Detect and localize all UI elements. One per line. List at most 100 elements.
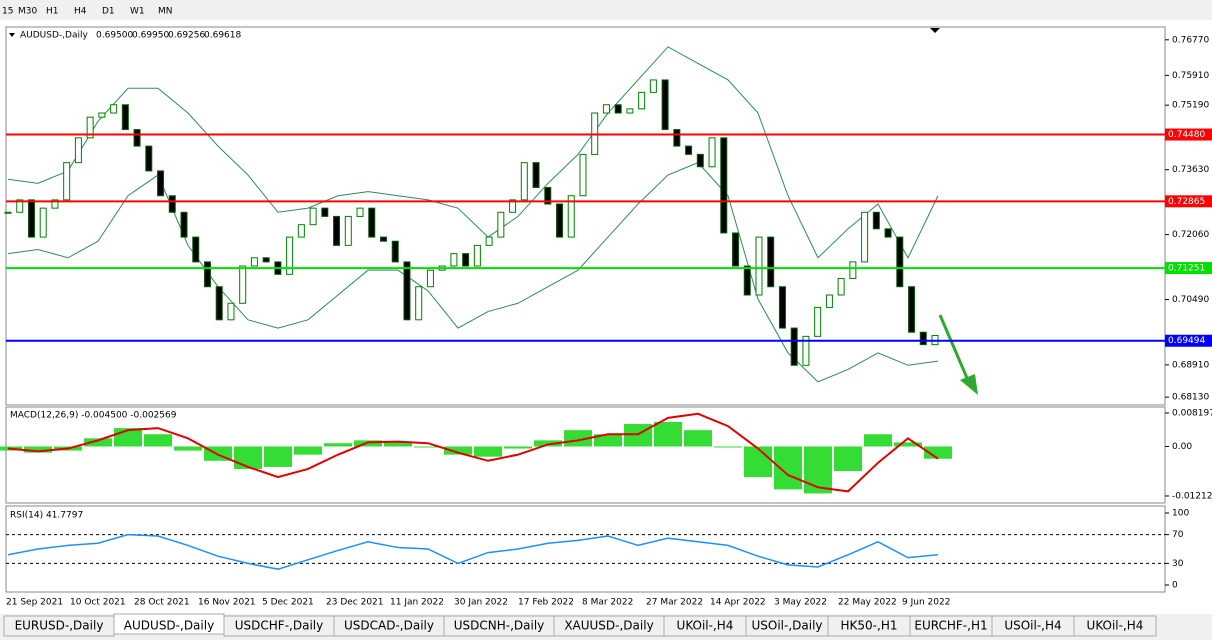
timeframe-button[interactable]: D1	[102, 7, 115, 17]
macd-bar	[294, 446, 322, 455]
price-tick-label: 0.75190	[1172, 101, 1209, 111]
candle	[462, 253, 470, 267]
candle	[110, 104, 118, 114]
date-label: 28 Oct 2021	[134, 598, 190, 608]
candle	[473, 244, 481, 267]
candle	[579, 153, 587, 197]
macd-tick-label: -0.012121	[1172, 491, 1212, 501]
candle	[556, 203, 564, 238]
timeframe-button[interactable]: MN	[158, 7, 173, 17]
candle	[133, 129, 141, 147]
candle	[767, 236, 775, 288]
candle	[790, 327, 798, 366]
ohlc-value: 0.69618	[204, 31, 241, 41]
chart-title: AUDUSD-,Daily	[20, 31, 88, 41]
timeframe-button[interactable]: M30	[18, 7, 37, 17]
main-pane	[5, 26, 1166, 406]
macd-bar	[924, 446, 952, 459]
timeframe-button[interactable]: H4	[74, 7, 87, 17]
date-label: 10 Oct 2021	[70, 598, 126, 608]
candle	[485, 236, 493, 246]
candle	[814, 306, 822, 337]
macd-bar	[714, 446, 742, 448]
macd-bar	[24, 446, 52, 453]
date-label: 11 Jan 2022	[390, 598, 444, 608]
tab-label[interactable]: HK50-,H1	[841, 619, 898, 633]
date-label: 3 May 2022	[774, 598, 827, 608]
tab-label[interactable]: USOil-,Daily	[751, 619, 822, 633]
date-label: 8 Mar 2022	[582, 598, 633, 608]
candle	[720, 137, 728, 234]
candle	[861, 211, 869, 263]
candle	[602, 104, 610, 114]
bollinger-band	[7, 46, 939, 259]
rsi-tick-label: 100	[1172, 508, 1189, 518]
macd-bar	[234, 446, 262, 469]
tab-label[interactable]: XAUUSD-,Daily	[564, 619, 653, 633]
price-tick-label: 0.68130	[1172, 393, 1209, 403]
tab-label[interactable]: EURUSD-,Daily	[15, 619, 104, 633]
candle	[321, 207, 329, 217]
candle	[614, 104, 622, 114]
macd-bar	[84, 438, 112, 447]
candle	[532, 162, 540, 188]
macd-tick-label: 0.00	[1172, 442, 1192, 452]
macd-signal	[7, 412, 939, 493]
candle	[837, 277, 845, 296]
candle	[51, 199, 59, 209]
candle	[415, 286, 423, 321]
tab[interactable]	[1073, 615, 1157, 637]
level-label: 0.69494	[1168, 336, 1205, 346]
candle	[391, 240, 399, 263]
tab-label[interactable]: USDCNH-,Daily	[454, 619, 545, 633]
timeframe-button[interactable]: H1	[46, 7, 59, 17]
candle	[227, 302, 235, 321]
candle	[802, 335, 810, 366]
bollinger-band	[7, 162, 939, 383]
date-label: 21 Sep 2021	[6, 598, 63, 608]
candle	[63, 162, 71, 201]
tab-label[interactable]: USDCHF-,Daily	[235, 619, 323, 633]
candle	[685, 145, 693, 155]
candle	[297, 224, 305, 238]
candle	[638, 91, 646, 110]
macd-bar	[774, 446, 802, 490]
tab-label[interactable]: USDCAD-,Daily	[344, 619, 434, 633]
timeframe-button[interactable]: W1	[130, 7, 145, 17]
candle	[180, 211, 188, 238]
timeframe-button[interactable]: 15	[2, 7, 13, 17]
price-tick-label: 0.72060	[1172, 230, 1209, 240]
candle	[520, 162, 528, 201]
candle	[661, 79, 669, 131]
date-label: 22 May 2022	[838, 598, 897, 608]
macd-bar	[324, 443, 352, 447]
candle	[696, 153, 704, 168]
candle	[426, 269, 434, 288]
tab-label[interactable]: AUDUSD-,Daily	[124, 619, 214, 633]
toolbar	[0, 0, 1212, 20]
macd-bar	[594, 434, 622, 447]
candle	[145, 145, 153, 172]
tab-label[interactable]: UKOil-,H4	[1087, 619, 1144, 633]
rsi-tick-label: 30	[1172, 559, 1184, 569]
tab-label[interactable]: USOil-,H4	[1004, 619, 1061, 633]
rsi-label: RSI(14) 41.7797	[10, 511, 83, 521]
candle	[16, 199, 24, 213]
level-label: 0.74480	[1168, 130, 1205, 140]
candle	[344, 215, 352, 246]
symbol-marker	[9, 33, 15, 37]
candle	[825, 294, 833, 308]
macd-bar	[384, 441, 412, 447]
candle	[239, 265, 247, 304]
candle	[121, 104, 129, 131]
date-label: 17 Feb 2022	[518, 598, 574, 608]
candle	[286, 236, 294, 275]
candle	[567, 195, 575, 238]
candle	[743, 265, 751, 296]
candle	[778, 286, 786, 329]
tab-label[interactable]: UKOil-,H4	[677, 619, 734, 633]
rsi-pane	[5, 505, 1166, 593]
price-tick-label: 0.73630	[1172, 165, 1209, 175]
candle	[544, 186, 552, 205]
tab-label[interactable]: EURCHF-,H1	[914, 619, 987, 633]
